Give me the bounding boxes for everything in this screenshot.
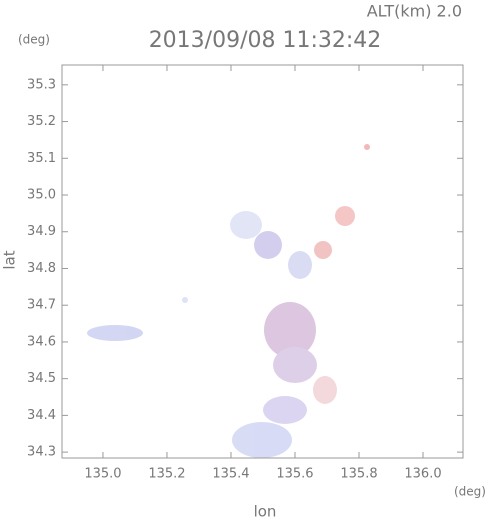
- x-axis-label: lon: [254, 503, 277, 521]
- y-tick-label: 34.3: [27, 445, 56, 460]
- y-tick-label: 35.1: [27, 151, 56, 166]
- y-tick-label: 34.5: [27, 371, 56, 386]
- plot-frame: [61, 64, 464, 459]
- y-tick-label: 34.9: [27, 224, 56, 239]
- radar-echoes: [87, 144, 370, 458]
- y-tick-label: 34.4: [27, 408, 56, 423]
- x-tick-label: 135.0: [84, 467, 121, 482]
- x-tick-label: 136.0: [404, 467, 441, 482]
- x-tick-label: 135.2: [148, 467, 185, 482]
- x-unit: (deg): [454, 485, 486, 499]
- y-tick-label: 35.2: [27, 114, 56, 129]
- y-unit: (deg): [18, 33, 50, 47]
- chart-title: 2013/09/08 11:32:42: [149, 28, 382, 53]
- y-tick-label: 34.7: [27, 298, 56, 313]
- x-tick-label: 135.6: [276, 467, 313, 482]
- x-tick-label: 135.4: [212, 467, 249, 482]
- y-tick-label: 35.0: [27, 188, 56, 203]
- x-tick-label: 135.8: [340, 467, 377, 482]
- y-axis-label: lat: [1, 250, 19, 269]
- y-tick-label: 34.8: [27, 261, 56, 276]
- y-tick-label: 35.3: [27, 77, 56, 92]
- subtitle: ALT(km) 2.0: [367, 2, 462, 21]
- y-tick-label: 34.6: [27, 334, 56, 349]
